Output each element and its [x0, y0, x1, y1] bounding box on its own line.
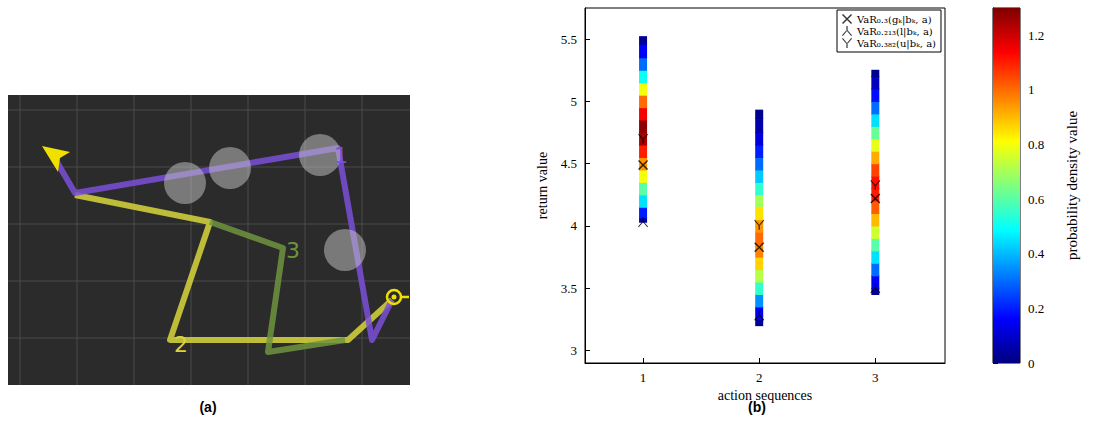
svg-text:VaR₀.₂₁₃(l|bₖ, a): VaR₀.₂₁₃(l|bₖ, a)	[856, 26, 933, 38]
svg-text:1: 1	[334, 143, 348, 168]
svg-text:3: 3	[571, 343, 578, 358]
svg-text:1: 1	[1028, 82, 1035, 97]
svg-text:3: 3	[872, 370, 879, 385]
svg-text:5: 5	[571, 94, 578, 109]
svg-text:2: 2	[756, 370, 763, 385]
svg-text:1: 1	[640, 370, 647, 385]
svg-text:VaR₀.₃₈₂(u|bₖ, a): VaR₀.₃₈₂(u|bₖ, a)	[856, 38, 936, 50]
svg-text:return value: return value	[535, 152, 550, 219]
svg-text:0.4: 0.4	[1028, 246, 1045, 261]
svg-text:probability density value: probability density value	[1064, 111, 1080, 260]
svg-text:4.5: 4.5	[561, 156, 577, 171]
svg-text:2: 2	[174, 332, 188, 357]
svg-text:1.2: 1.2	[1028, 28, 1044, 43]
svg-text:0.2: 0.2	[1028, 301, 1044, 316]
svg-text:0.8: 0.8	[1028, 137, 1044, 152]
svg-text:3: 3	[286, 238, 300, 263]
svg-text:0.6: 0.6	[1028, 192, 1045, 207]
svg-text:3.5: 3.5	[561, 281, 577, 296]
svg-text:0: 0	[1028, 356, 1035, 371]
svg-text:VaR₀.₃(gₖ|bₖ, a): VaR₀.₃(gₖ|bₖ, a)	[856, 14, 932, 26]
svg-text:4: 4	[571, 218, 578, 233]
svg-text:5.5: 5.5	[561, 32, 577, 47]
